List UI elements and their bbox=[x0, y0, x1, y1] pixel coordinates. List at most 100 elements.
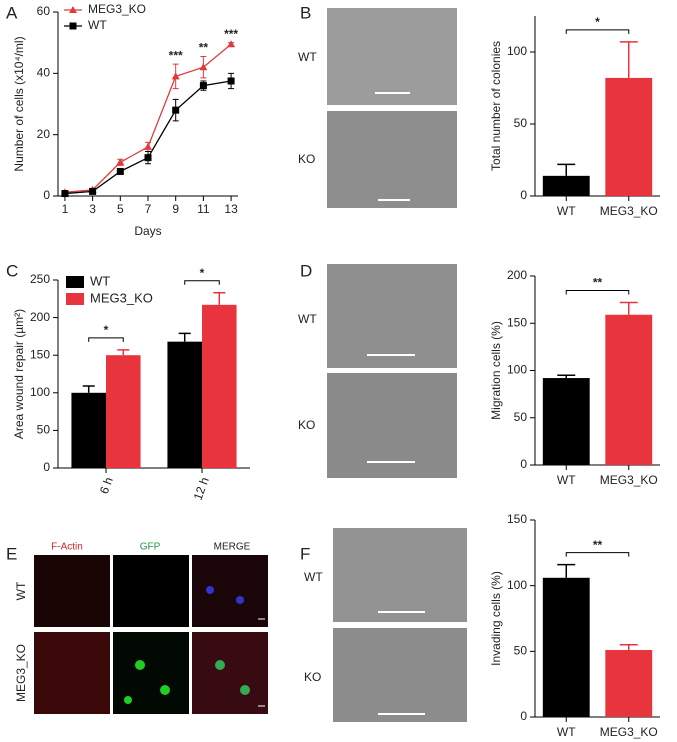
bar bbox=[106, 355, 141, 468]
legend-swatch bbox=[66, 293, 84, 305]
significance: ** bbox=[593, 276, 603, 290]
y-tick-label: 40 bbox=[37, 66, 51, 80]
bar bbox=[605, 314, 653, 465]
y-tick-label: 0 bbox=[520, 188, 527, 202]
y-tick-label: 50 bbox=[514, 410, 528, 424]
panel-label: E bbox=[6, 544, 17, 563]
micrograph bbox=[34, 632, 110, 714]
legend-label: WT bbox=[90, 273, 110, 288]
bar bbox=[167, 341, 202, 468]
micrograph bbox=[333, 628, 467, 722]
y-tick-label: 100 bbox=[507, 578, 527, 592]
y-tick-label: 100 bbox=[507, 363, 527, 377]
y-tick-label: 200 bbox=[507, 268, 527, 282]
marker bbox=[199, 63, 208, 71]
bar bbox=[605, 77, 653, 196]
legend-swatch bbox=[66, 276, 84, 288]
bar bbox=[202, 304, 237, 468]
y-axis-label: Total number of colonies bbox=[489, 41, 503, 171]
y-tick-label: 150 bbox=[30, 347, 50, 361]
legend-label: WT bbox=[88, 18, 107, 32]
micrograph bbox=[333, 528, 467, 622]
error-bar bbox=[178, 332, 191, 342]
y-axis-label: Number of cells (x10⁴/ml) bbox=[12, 36, 26, 171]
error-bar bbox=[117, 349, 130, 356]
bar bbox=[605, 650, 653, 717]
micrograph bbox=[327, 8, 457, 105]
x-tick-label: 11 bbox=[197, 202, 210, 216]
significance-bracket bbox=[565, 289, 630, 295]
micrograph bbox=[192, 555, 268, 627]
y-tick-label: 20 bbox=[37, 127, 51, 141]
row-label: MEG3_KO bbox=[14, 644, 28, 702]
error-bar bbox=[619, 41, 638, 78]
bar bbox=[542, 175, 590, 196]
legend-label: MEG3_KO bbox=[90, 290, 153, 305]
significance: * bbox=[200, 266, 205, 280]
marker bbox=[144, 142, 152, 150]
marker bbox=[227, 77, 235, 85]
x-tick-label: 12 h bbox=[191, 475, 212, 502]
x-tick-label: 3 bbox=[89, 202, 96, 216]
significance: * bbox=[104, 323, 109, 337]
column-label: MERGE bbox=[214, 542, 251, 553]
x-tick-label: 13 bbox=[224, 202, 238, 216]
significance: *** bbox=[224, 27, 238, 41]
row-label: WT bbox=[304, 570, 323, 584]
y-tick-label: 250 bbox=[30, 272, 50, 286]
significance-bracket bbox=[88, 337, 124, 342]
y-axis-label: Area wound repair (µm²) bbox=[12, 309, 26, 439]
significance-bracket bbox=[565, 552, 630, 557]
x-tick-label: 7 bbox=[145, 202, 152, 216]
row-label: WT bbox=[298, 312, 317, 326]
y-tick-label: 0 bbox=[520, 709, 527, 723]
row-label: WT bbox=[14, 581, 28, 600]
significance-bracket bbox=[184, 280, 220, 285]
significance: * bbox=[595, 15, 600, 29]
row-label: WT bbox=[298, 50, 317, 64]
marker bbox=[227, 40, 236, 48]
y-axis-label: Migration cells (%) bbox=[489, 321, 503, 420]
cell bbox=[135, 660, 145, 670]
x-tick-label: 5 bbox=[117, 202, 124, 216]
x-tick-label: MEG3_KO bbox=[600, 204, 658, 218]
row-label: KO bbox=[298, 418, 315, 432]
micrograph bbox=[113, 555, 189, 627]
cell bbox=[124, 696, 132, 704]
x-tick-label: WT bbox=[557, 725, 576, 739]
error-bar bbox=[557, 563, 576, 578]
y-tick-label: 60 bbox=[37, 4, 51, 18]
marker bbox=[116, 167, 124, 175]
panel-label: A bbox=[6, 3, 18, 22]
error-bar bbox=[82, 385, 95, 393]
error-bar bbox=[213, 292, 226, 305]
marker bbox=[144, 154, 152, 162]
error-bar bbox=[557, 374, 576, 379]
y-tick-label: 50 bbox=[514, 644, 528, 658]
error-bar bbox=[557, 163, 576, 176]
y-axis-label: Invading cells (%) bbox=[489, 571, 503, 666]
micrograph bbox=[327, 373, 457, 478]
y-tick-label: 0 bbox=[520, 457, 527, 471]
column-label: GFP bbox=[140, 542, 161, 553]
micrograph bbox=[327, 111, 457, 208]
panel-label: F bbox=[300, 544, 310, 563]
y-tick-label: 50 bbox=[514, 116, 528, 130]
marker bbox=[172, 106, 180, 114]
error-bar bbox=[619, 644, 638, 651]
bar bbox=[542, 378, 590, 465]
cell bbox=[215, 660, 225, 670]
x-tick-label: MEG3_KO bbox=[600, 725, 658, 739]
micrograph bbox=[327, 264, 457, 368]
y-tick-label: 50 bbox=[37, 423, 51, 437]
marker bbox=[61, 190, 69, 198]
marker bbox=[171, 72, 180, 80]
row-label: KO bbox=[304, 670, 321, 684]
x-tick-label: MEG3_KO bbox=[600, 473, 658, 487]
significance: ** bbox=[593, 538, 603, 552]
row-label: KO bbox=[298, 152, 315, 166]
legend-label: MEG3_KO bbox=[88, 2, 146, 16]
legend-marker bbox=[69, 6, 77, 13]
y-tick-label: 150 bbox=[507, 512, 527, 526]
